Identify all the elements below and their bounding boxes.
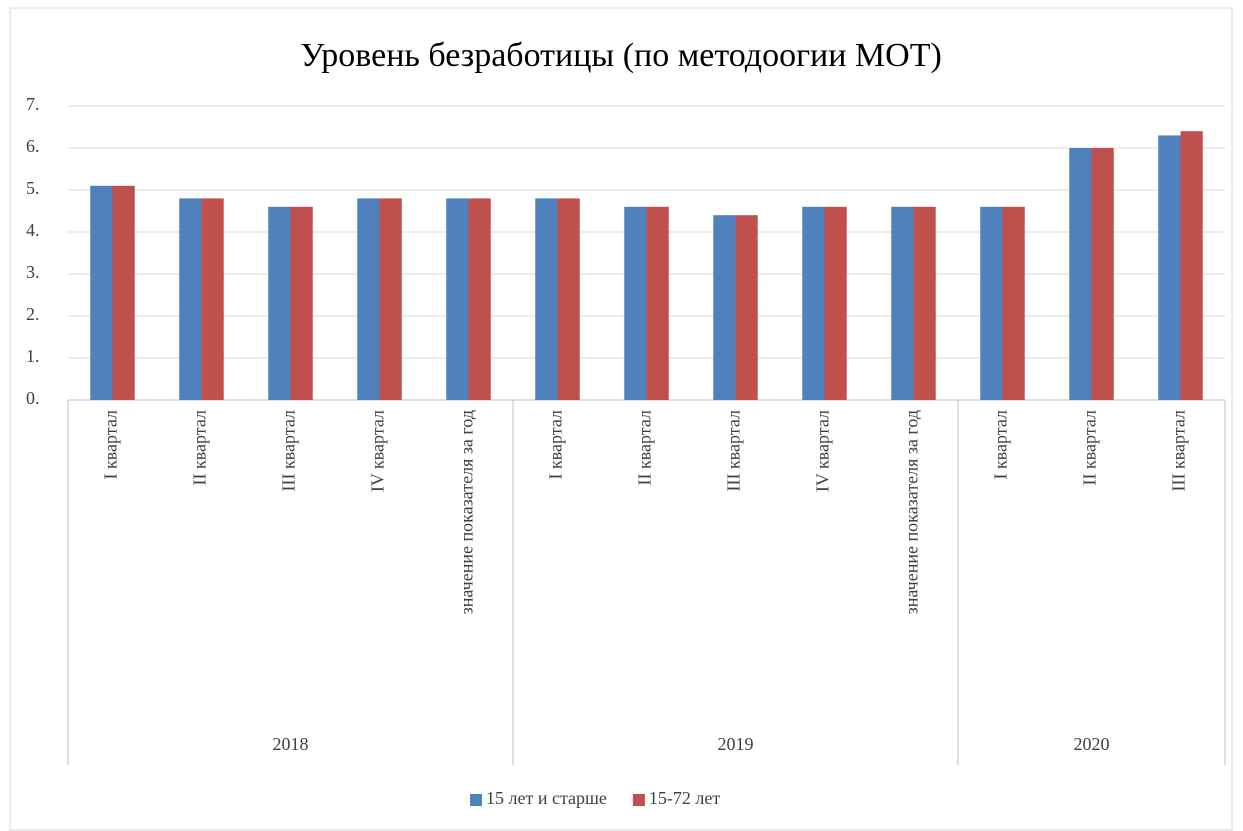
chart-title: Уровень безработицы (по методоогии МОТ) [300,37,942,74]
legend-label: 15 лет и старше [486,788,607,808]
group-label: 2020 [1074,734,1110,754]
group-label: 2018 [273,734,309,754]
bar [1158,135,1181,400]
x-tick-label: I квартал [991,410,1011,479]
y-tick-label: 3. [26,262,40,282]
legend-label: 15-72 лет [649,788,720,808]
x-tick-label: I квартал [546,410,566,479]
bar [1091,148,1114,400]
bar [824,206,847,400]
legend-swatch [470,794,482,806]
bar [735,215,758,400]
bar [268,206,291,400]
x-tick-label: III квартал [724,410,744,491]
chart-frame [9,7,1233,831]
bar [179,198,202,400]
y-tick-label: 0. [26,388,40,408]
x-tick-label: I квартал [101,410,121,479]
bar [913,206,936,400]
x-tick-label: II квартал [635,410,655,485]
bar [468,198,491,400]
bar [624,206,647,400]
x-tick-label: IV квартал [368,410,388,492]
bar [1002,206,1025,400]
legend-swatch [632,794,645,806]
bar [1069,148,1092,400]
x-tick-label: II квартал [1080,410,1100,485]
y-tick-label: 2. [26,304,40,324]
y-tick-label: 6. [26,136,40,156]
bar [557,198,580,400]
x-tick-label: значение показателя за год [902,410,922,614]
bar [713,215,736,400]
bar [446,198,469,400]
bar [646,206,669,400]
bar [891,206,914,400]
bar [379,198,402,400]
y-tick-label: 5. [26,178,40,198]
bar [90,185,113,400]
x-tick-label: значение показателя за год [457,410,477,614]
bar [357,198,380,400]
x-tick-label: III квартал [1169,410,1189,491]
bar [112,185,135,400]
x-tick-label: II квартал [190,410,210,485]
y-tick-label: 7. [26,94,40,114]
y-tick-label: 1. [26,346,40,366]
y-tick-label: 4. [26,220,40,240]
group-label: 2019 [718,734,754,754]
bar [201,198,224,400]
bar [802,206,825,400]
x-tick-label: IV квартал [813,410,833,492]
bar [535,198,558,400]
bar [980,206,1003,400]
bar [1180,131,1203,400]
x-tick-label: III квартал [279,410,299,491]
bar [290,206,313,400]
